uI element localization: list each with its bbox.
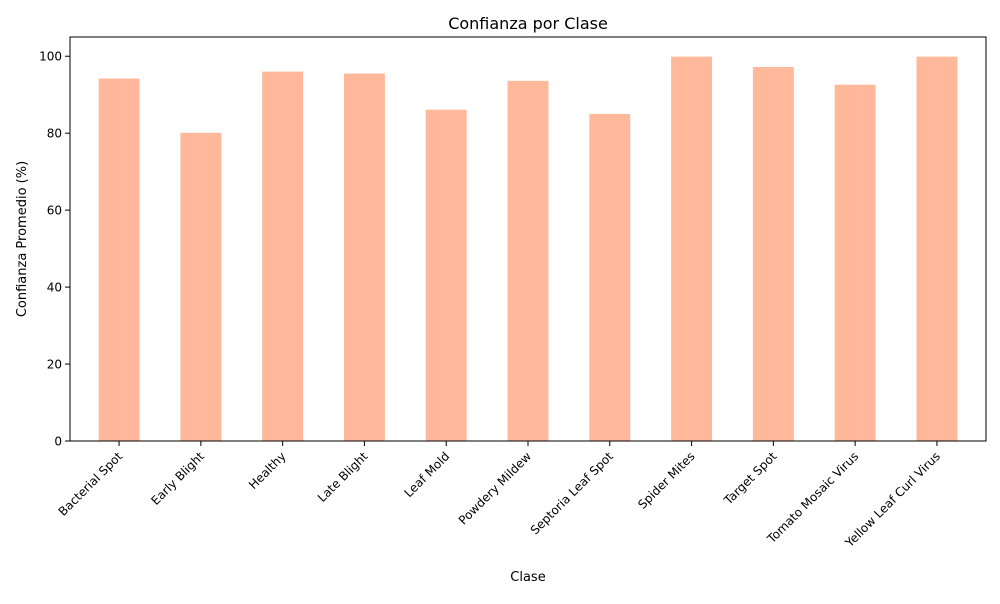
chart-title: Confianza por Clase — [448, 14, 608, 33]
bar-bacterial-spot — [98, 78, 140, 442]
bar-early-blight — [180, 132, 222, 441]
bar-septoria-leaf-spot — [589, 113, 631, 441]
bar-leaf-mold — [425, 109, 467, 441]
bars-layer — [98, 56, 958, 442]
y-tick-label: 60 — [47, 204, 62, 218]
y-tick-label: 80 — [47, 127, 62, 141]
y-tick-label: 40 — [47, 281, 62, 295]
bar-tomato-mosaic-virus — [834, 84, 876, 442]
y-axis-label: Confianza Promedio (%) — [15, 161, 30, 317]
y-tick-label: 100 — [39, 50, 62, 64]
x-axis-label: Clase — [510, 570, 545, 585]
y-tick-label: 0 — [54, 435, 62, 449]
y-tick-label: 20 — [47, 358, 62, 372]
bar-target-spot — [752, 67, 794, 441]
bar-late-blight — [343, 73, 385, 442]
y-axis-ticks: 0 20 40 60 80 100 — [39, 50, 70, 449]
plot-frame — [69, 36, 987, 442]
bar-yellow-leaf-curl-virus — [916, 56, 958, 442]
bar-powdery-mildew — [507, 80, 549, 442]
bar-spider-mites — [671, 56, 713, 442]
bar-healthy — [262, 71, 304, 441]
